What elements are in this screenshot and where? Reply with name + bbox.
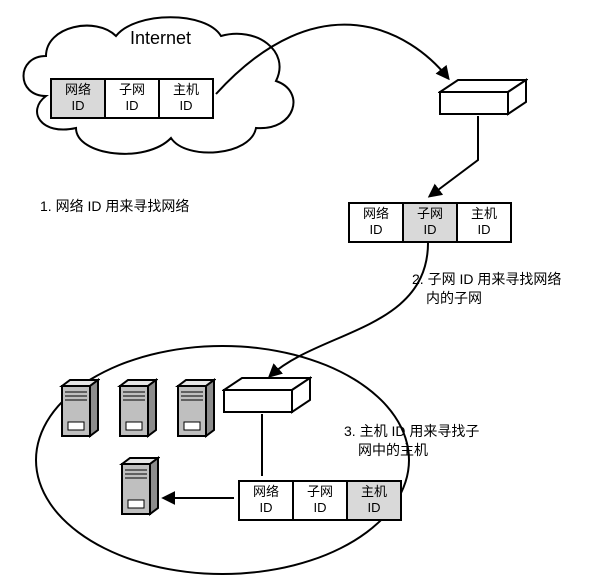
cell-subnet: 子网 ID — [292, 480, 348, 521]
cell-network: 网络 ID — [238, 480, 294, 521]
label: 网络 — [350, 206, 402, 222]
idrow-middle: 网络 ID 子网 ID 主机 ID — [348, 202, 512, 243]
router-2 — [222, 376, 312, 418]
router-1 — [438, 78, 528, 120]
server-2 — [116, 378, 158, 440]
cell-host: 主机 ID — [346, 480, 402, 521]
cell-host: 主机 ID — [456, 202, 512, 243]
label: 主机 — [458, 206, 510, 222]
label-id: ID — [350, 222, 402, 238]
server-1 — [58, 378, 100, 440]
label-id: ID — [458, 222, 510, 238]
label: 子网 — [404, 206, 456, 222]
caption-1: 1. 网络 ID 用来寻找网络 — [40, 196, 189, 216]
server-4 — [118, 456, 160, 518]
label-id: ID — [240, 500, 292, 516]
idrow-bottom: 网络 ID 子网 ID 主机 ID — [238, 480, 402, 521]
server-3 — [174, 378, 216, 440]
cell-network: 网络 ID — [348, 202, 404, 243]
c3-line1: 3. 主机 ID 用来寻找子 — [344, 423, 479, 439]
cell-subnet: 子网 ID — [402, 202, 458, 243]
c3-line2: 网中的主机 — [344, 442, 428, 458]
c2-line2: 内的子网 — [412, 290, 482, 306]
label-id: ID — [294, 500, 346, 516]
label-id: ID — [348, 500, 400, 516]
c2-line1: 2. 子网 ID 用来寻找网络 — [412, 271, 561, 287]
label: 网络 — [240, 484, 292, 500]
label: 子网 — [294, 484, 346, 500]
caption-2: 2. 子网 ID 用来寻找网络 内的子网 — [412, 270, 561, 308]
caption-3: 3. 主机 ID 用来寻找子 网中的主机 — [344, 422, 479, 460]
label-id: ID — [404, 222, 456, 238]
label: 主机 — [348, 484, 400, 500]
